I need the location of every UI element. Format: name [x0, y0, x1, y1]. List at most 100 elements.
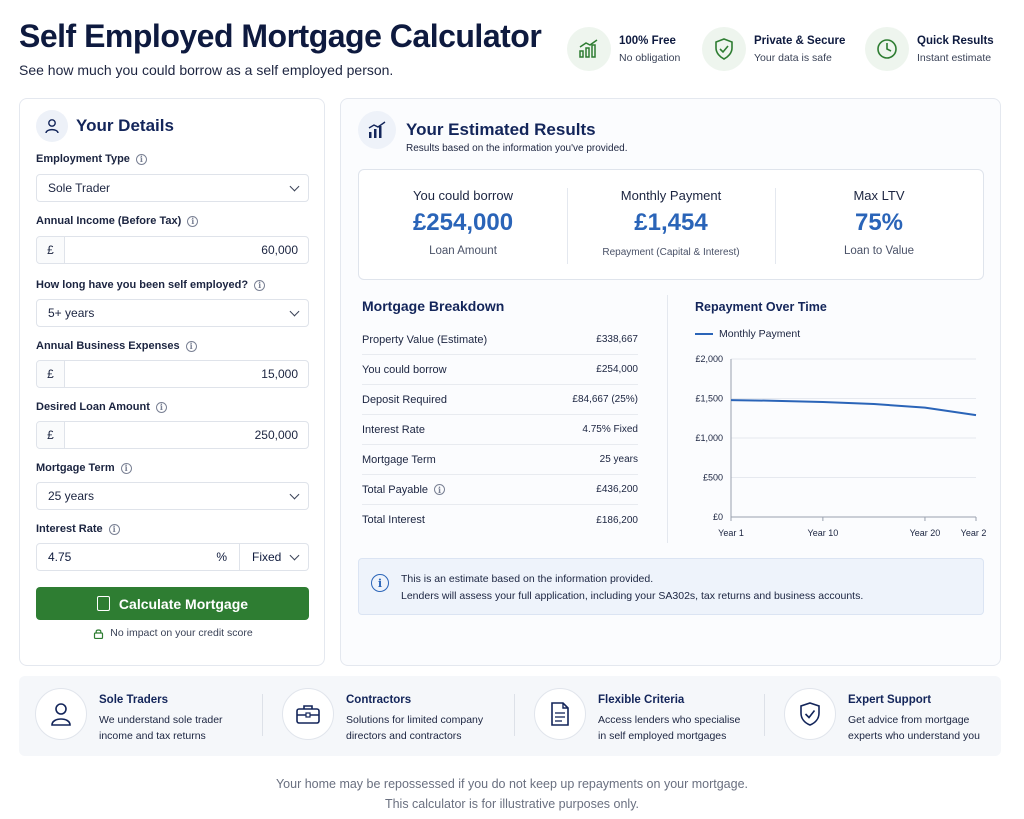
- lock-icon: [94, 628, 104, 639]
- summary-value: £254,000: [412, 209, 514, 236]
- x-tick-label: Year 20: [910, 528, 941, 538]
- badge-title: 100% Free: [619, 34, 676, 47]
- page-title: Self Employed Mortgage Calculator: [19, 18, 542, 54]
- estimate-notice: i This is an estimate based on the infor…: [358, 558, 984, 615]
- table-row: Deposit Required £84,667 (25%): [362, 385, 638, 415]
- term-label: Mortgage Term i: [36, 462, 132, 474]
- calculate-button[interactable]: Calculate Mortgage: [36, 587, 309, 620]
- y-tick-label: £1,000: [695, 433, 723, 443]
- repayment-chart: £0 £500 £1,000 £1,500 £2,000 Year 1 Year 10 Yea…: [695, 354, 986, 538]
- chevron-down-icon: [289, 489, 300, 500]
- details-header: Your Details: [36, 110, 174, 142]
- x-tick-label: Year 1: [718, 528, 744, 538]
- results-subtitle: Results based on the information you've …: [406, 143, 628, 154]
- table-row: Mortgage Term 25 years: [362, 445, 638, 475]
- info-icon[interactable]: i: [254, 279, 266, 291]
- badge-title: Quick Results: [917, 34, 994, 47]
- page-header: Self Employed Mortgage Calculator See ho…: [19, 14, 1009, 84]
- badge-secure: Private & Secure Your data is safe: [702, 26, 845, 72]
- info-icon[interactable]: i: [135, 153, 147, 165]
- credit-note: No impact on your credit score: [20, 627, 326, 639]
- shield-check-icon: [702, 27, 746, 71]
- page-subtitle: See how much you could borrow as a self …: [19, 62, 394, 78]
- summary-borrow: You could borrow £254,000 Loan Amount: [359, 170, 567, 279]
- duration-label: How long have you been self employed? i: [36, 279, 266, 291]
- series-line-monthly-payment: [730, 399, 977, 417]
- summary-ltv: Max LTV 75% Loan to Value: [775, 170, 983, 279]
- rate-type-select[interactable]: Fixed: [240, 543, 309, 571]
- feature-contractors: Contractors Solutions for limited compan…: [282, 688, 483, 744]
- user-icon: [36, 110, 68, 142]
- results-summary: You could borrow £254,000 Loan Amount Mo…: [358, 169, 984, 280]
- chart-growth-icon: [567, 27, 611, 71]
- details-title: Your Details: [76, 116, 174, 135]
- divider: [262, 694, 263, 736]
- currency-prefix: £: [37, 422, 65, 448]
- badge-quick: Quick Results Instant estimate: [865, 26, 994, 72]
- table-row: Total Payable i £436,200: [362, 475, 638, 505]
- clock-icon: [865, 27, 909, 71]
- duration-select[interactable]: 5+ years: [36, 299, 309, 327]
- chevron-down-icon: [289, 306, 300, 317]
- y-tick-label: £0: [713, 512, 723, 522]
- results-header: Your Estimated Results: [358, 111, 596, 149]
- info-icon: i: [371, 574, 389, 592]
- employment-label: Employment Type i: [36, 153, 147, 165]
- feature-flexible-criteria: Flexible Criteria Access lenders who spe…: [534, 688, 740, 744]
- expenses-label: Annual Business Expenses i: [36, 340, 197, 352]
- y-tick-label: £2,000: [695, 354, 723, 364]
- info-icon[interactable]: i: [434, 484, 446, 495]
- summary-value: 75%: [854, 209, 904, 236]
- employment-select[interactable]: Sole Trader: [36, 174, 309, 202]
- disclaimer: Your home may be repossessed if you do n…: [275, 777, 749, 811]
- divider: [764, 694, 765, 736]
- income-label: Annual Income (Before Tax) i: [36, 215, 199, 227]
- summary-value: £1,454: [634, 209, 708, 236]
- features-strip: Sole Traders We understand sole trader in…: [19, 676, 1001, 756]
- feature-sole-traders: Sole Traders We understand sole trader in…: [35, 688, 223, 744]
- breakdown-title: Mortgage Breakdown: [362, 298, 505, 314]
- info-icon[interactable]: i: [155, 401, 167, 413]
- currency-prefix: £: [37, 237, 65, 263]
- chevron-down-icon: [289, 550, 300, 561]
- person-icon: [35, 688, 87, 740]
- x-tick-label: Year 10: [808, 528, 839, 538]
- table-row: Property Value (Estimate) £338,667: [362, 325, 638, 355]
- chart-legend: Monthly Payment: [695, 328, 800, 340]
- results-title: Your Estimated Results: [406, 120, 596, 139]
- legend-swatch: [695, 333, 713, 335]
- chevron-down-icon: [289, 181, 300, 192]
- table-row: You could borrow £254,000: [362, 355, 638, 385]
- loan-label: Desired Loan Amount i: [36, 401, 167, 413]
- income-input[interactable]: £60,000: [36, 236, 309, 264]
- badge-free: 100% Free No obligation: [567, 26, 680, 72]
- info-icon[interactable]: i: [187, 215, 199, 227]
- expenses-input[interactable]: £15,000: [36, 360, 309, 388]
- rate-input[interactable]: 4.75%: [36, 543, 240, 571]
- x-tick-label: Year 25: [961, 528, 986, 538]
- badge-sub: Instant estimate: [917, 51, 992, 64]
- info-icon[interactable]: i: [120, 462, 132, 474]
- document-icon: [534, 688, 586, 740]
- y-tick-label: £500: [703, 473, 723, 483]
- percent-suffix: %: [216, 550, 227, 564]
- loan-input[interactable]: £250,000: [36, 421, 309, 449]
- term-select[interactable]: 25 years: [36, 482, 309, 510]
- chart-bars-icon: [358, 111, 396, 149]
- summary-monthly: Monthly Payment £1,454 Repayment (Capita…: [567, 170, 775, 279]
- badge-sub: Your data is safe: [754, 51, 832, 64]
- chart-title: Repayment Over Time: [695, 300, 827, 314]
- table-row: Total Interest £186,200: [362, 514, 638, 526]
- briefcase-icon: [282, 688, 334, 740]
- info-icon[interactable]: i: [108, 523, 120, 535]
- y-tick-label: £1,500: [695, 394, 723, 404]
- details-card: Your Details Employment Type i Sole Trade…: [19, 98, 325, 666]
- table-row: Interest Rate 4.75% Fixed: [362, 415, 638, 445]
- divider: [667, 295, 668, 543]
- rate-row: 4.75% Fixed: [36, 543, 309, 571]
- shield-check-icon: [784, 688, 836, 740]
- breakdown-table: Property Value (Estimate) £338,667 You co…: [362, 325, 638, 535]
- calculator-icon: [96, 596, 110, 611]
- info-icon[interactable]: i: [185, 340, 197, 352]
- rate-label: Interest Rate i: [36, 523, 120, 535]
